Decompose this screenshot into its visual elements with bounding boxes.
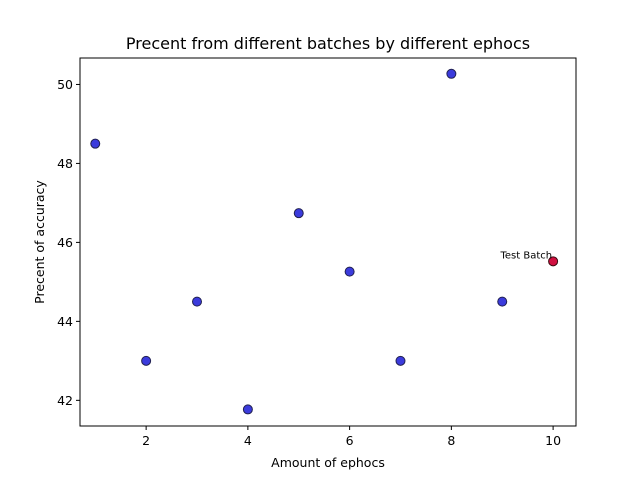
data-point <box>90 138 101 149</box>
x-tick-label: 4 <box>244 433 252 448</box>
data-point <box>446 68 457 79</box>
x-tick-label: 10 <box>545 433 561 448</box>
plot-frame <box>79 57 577 427</box>
data-point <box>192 296 203 307</box>
x-axis-label: Amount of ephocs <box>271 455 385 470</box>
y-axis-label: Precent of accuracy <box>32 180 47 304</box>
test-batch-point <box>548 256 559 267</box>
y-tick-label: 46 <box>57 235 73 250</box>
x-tick-label: 2 <box>142 433 150 448</box>
data-point <box>344 266 355 277</box>
data-point <box>141 355 152 366</box>
y-tick-label: 50 <box>57 77 73 92</box>
chart-title: Precent from different batches by differ… <box>126 34 530 53</box>
y-tick-label: 48 <box>57 156 73 171</box>
y-tick-label: 42 <box>57 393 73 408</box>
x-tick-label: 6 <box>346 433 354 448</box>
data-point <box>293 208 304 219</box>
data-point <box>242 404 253 415</box>
annotation-label: Test Batch <box>499 250 552 261</box>
data-point <box>395 355 406 366</box>
data-point <box>497 296 508 307</box>
y-tick-label: 44 <box>57 314 73 329</box>
x-tick-label: 8 <box>447 433 455 448</box>
